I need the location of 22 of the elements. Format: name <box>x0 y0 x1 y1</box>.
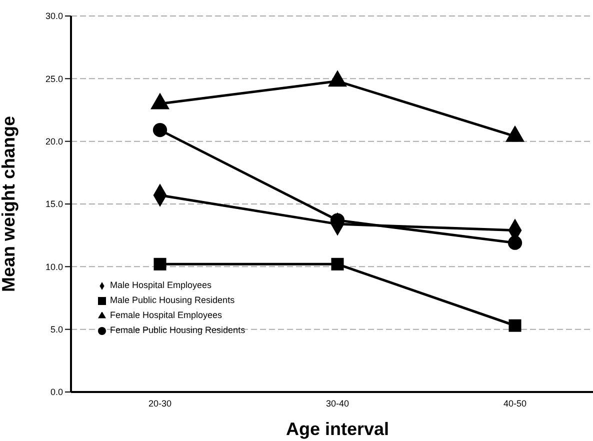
y-tick-label: 0.0 <box>50 387 63 398</box>
y-tick-label: 30.0 <box>45 11 63 22</box>
y-tick-label: 10.0 <box>45 262 63 272</box>
x-axis-title: Age interval <box>286 419 390 439</box>
point <box>508 319 522 332</box>
y-tick-label: 15.0 <box>45 199 63 210</box>
y-tick-label: 20.0 <box>45 136 63 147</box>
y-tick-label: 25.0 <box>45 74 63 84</box>
point <box>328 70 348 87</box>
legend-label: Male Hospital Employees <box>110 280 212 290</box>
legend-label: Female Public Housing Residents <box>110 325 246 335</box>
point <box>150 92 170 110</box>
x-tick-label: 40-50 <box>503 398 527 408</box>
y-tick-label: 5.0 <box>50 324 63 335</box>
point <box>331 258 344 270</box>
point <box>505 125 525 142</box>
point <box>154 258 166 270</box>
legend-label: Female Hospital Employees <box>110 310 222 320</box>
x-tick-label: 30-40 <box>326 398 350 408</box>
x-tick-label: 20-30 <box>148 398 172 408</box>
y-axis-title: Mean weight change <box>0 116 18 292</box>
legend-label: Male Public Housing Residents <box>110 295 235 305</box>
